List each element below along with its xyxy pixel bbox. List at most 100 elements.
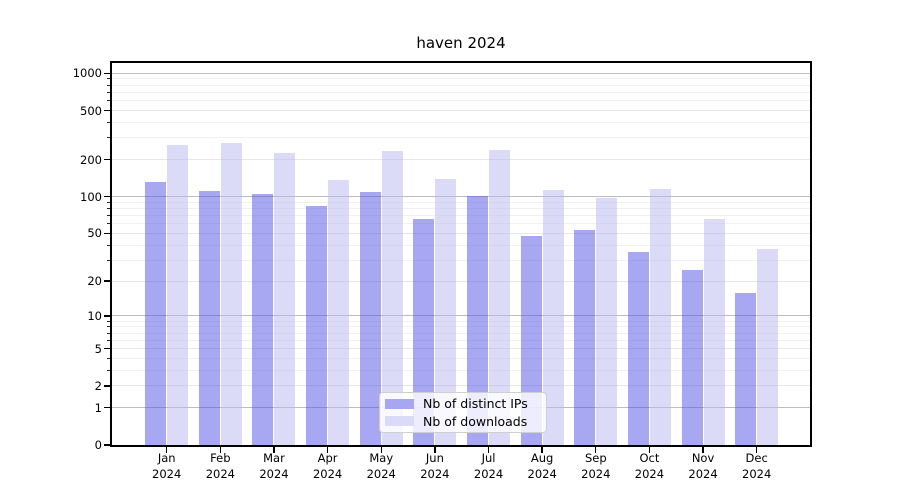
y-minor-tick-7	[106, 332, 110, 334]
x-tick-nov	[702, 447, 704, 453]
plot-area: Nb of distinct IPs Nb of downloads	[110, 61, 812, 447]
gridline-y-50	[112, 232, 810, 234]
y-minor-tick-700	[106, 91, 110, 93]
x-tick-mar	[273, 447, 275, 453]
bar-distinct-ips-feb	[198, 191, 220, 445]
legend-item-distinct-ips: Nb of distinct IPs	[385, 395, 546, 413]
x-tick-label-sep: Sep 2024	[581, 451, 611, 481]
y-tick-5	[104, 347, 110, 350]
x-tick-aug	[541, 447, 543, 453]
x-tick-label-dec: Dec 2024	[742, 451, 772, 481]
y-minor-tick-70	[106, 215, 110, 217]
gridline-y-20	[112, 280, 810, 282]
gridline-y-80	[112, 208, 810, 210]
bar-distinct-ips-jan	[145, 181, 167, 445]
y-minor-tick-3	[106, 369, 110, 371]
x-tick-label-may: May 2024	[366, 451, 396, 481]
bar-downloads-oct	[649, 189, 671, 445]
legend-item-downloads: Nb of downloads	[385, 413, 546, 431]
y-tick-0	[104, 444, 110, 446]
gridline-y-800	[112, 84, 810, 86]
legend: Nb of distinct IPs Nb of downloads	[379, 392, 547, 433]
y-minor-tick-8	[106, 326, 110, 328]
x-tick-dec	[755, 447, 758, 453]
x-tick-feb	[219, 447, 222, 453]
x-tick-label-nov: Nov 2024	[688, 451, 718, 481]
y-tick-label-0: 0	[94, 438, 102, 452]
y-tick-20	[104, 280, 110, 282]
y-minor-tick-80	[106, 208, 110, 210]
y-tick-1000	[104, 72, 110, 74]
x-tick-label-aug: Aug 2024	[527, 451, 557, 481]
y-tick-label-1: 1	[94, 400, 102, 415]
gridline-y-600	[112, 100, 810, 102]
bar-downloads-feb	[220, 143, 242, 445]
chart-title: haven 2024	[416, 34, 506, 52]
legend-label-downloads: Nb of downloads	[423, 413, 528, 429]
y-minor-tick-900	[106, 78, 110, 80]
legend-swatch-downloads	[385, 416, 414, 427]
bar-downloads-mar	[274, 152, 296, 445]
y-tick-100	[104, 195, 110, 198]
bar-distinct-ips-nov	[681, 269, 703, 445]
bar-distinct-ips-sep	[574, 230, 596, 445]
y-tick-label-20: 20	[87, 274, 102, 289]
x-tick-label-oct: Oct 2024	[634, 451, 665, 481]
x-tick-sep	[595, 447, 597, 453]
x-tick-jul	[487, 447, 490, 453]
x-tick-label-jul: Jul 2024	[473, 451, 504, 481]
gridline-y-60	[112, 223, 810, 225]
x-tick-label-feb: Feb 2024	[205, 451, 235, 481]
x-tick-jan	[166, 447, 168, 453]
y-minor-tick-9	[106, 320, 110, 322]
bar-distinct-ips-jul	[467, 196, 489, 445]
gridline-y-900	[112, 78, 810, 80]
y-tick-label-200: 200	[80, 152, 102, 167]
y-tick-label-10: 10	[87, 308, 102, 323]
gridline-y-40	[112, 244, 810, 246]
x-tick-jun	[434, 447, 436, 453]
gridline-y-400	[112, 122, 810, 123]
gridline-y-90	[112, 201, 810, 203]
bar-downloads-sep	[596, 198, 618, 445]
y-tick-10	[104, 315, 110, 317]
y-tick-label-500: 500	[80, 103, 102, 118]
y-tick-1	[104, 407, 110, 409]
y-minor-tick-60	[106, 223, 110, 225]
gridline-y-5	[112, 348, 810, 350]
gridline-y-4	[112, 357, 810, 359]
bar-downloads-jan	[167, 144, 189, 445]
y-minor-tick-30	[106, 259, 110, 261]
y-minor-tick-300	[106, 137, 110, 139]
gridline-y-8	[112, 326, 810, 328]
x-tick-may	[380, 447, 382, 453]
gridline-y-3	[112, 369, 810, 371]
y-minor-tick-400	[106, 122, 110, 123]
gridline-y-30	[112, 259, 810, 261]
x-tick-label-apr: Apr 2024	[312, 451, 343, 481]
gridline-y-300	[112, 137, 810, 139]
gridline-y-6	[112, 339, 810, 341]
gridline-y-700	[112, 91, 810, 93]
bar-downloads-nov	[703, 218, 725, 445]
bar-distinct-ips-may	[359, 191, 381, 445]
y-tick-label-100: 100	[80, 189, 102, 204]
y-tick-label-5: 5	[94, 341, 102, 356]
y-tick-label-50: 50	[87, 226, 102, 241]
bar-downloads-apr	[328, 179, 350, 445]
bar-downloads-may	[381, 150, 403, 445]
legend-swatch-distinct-ips	[385, 398, 414, 409]
y-minor-tick-600	[106, 100, 110, 102]
y-minor-tick-800	[106, 84, 110, 86]
bar-distinct-ips-oct	[627, 252, 649, 445]
gridline-y-1000	[112, 72, 810, 74]
bar-distinct-ips-apr	[306, 205, 328, 445]
y-minor-tick-4	[106, 357, 110, 359]
y-minor-tick-40	[106, 244, 110, 246]
bar-distinct-ips-mar	[252, 193, 274, 445]
x-tick-label-mar: Mar 2024	[259, 451, 289, 481]
gridline-y-100	[112, 196, 810, 198]
y-tick-label-2: 2	[94, 378, 102, 393]
y-tick-2	[104, 385, 110, 387]
